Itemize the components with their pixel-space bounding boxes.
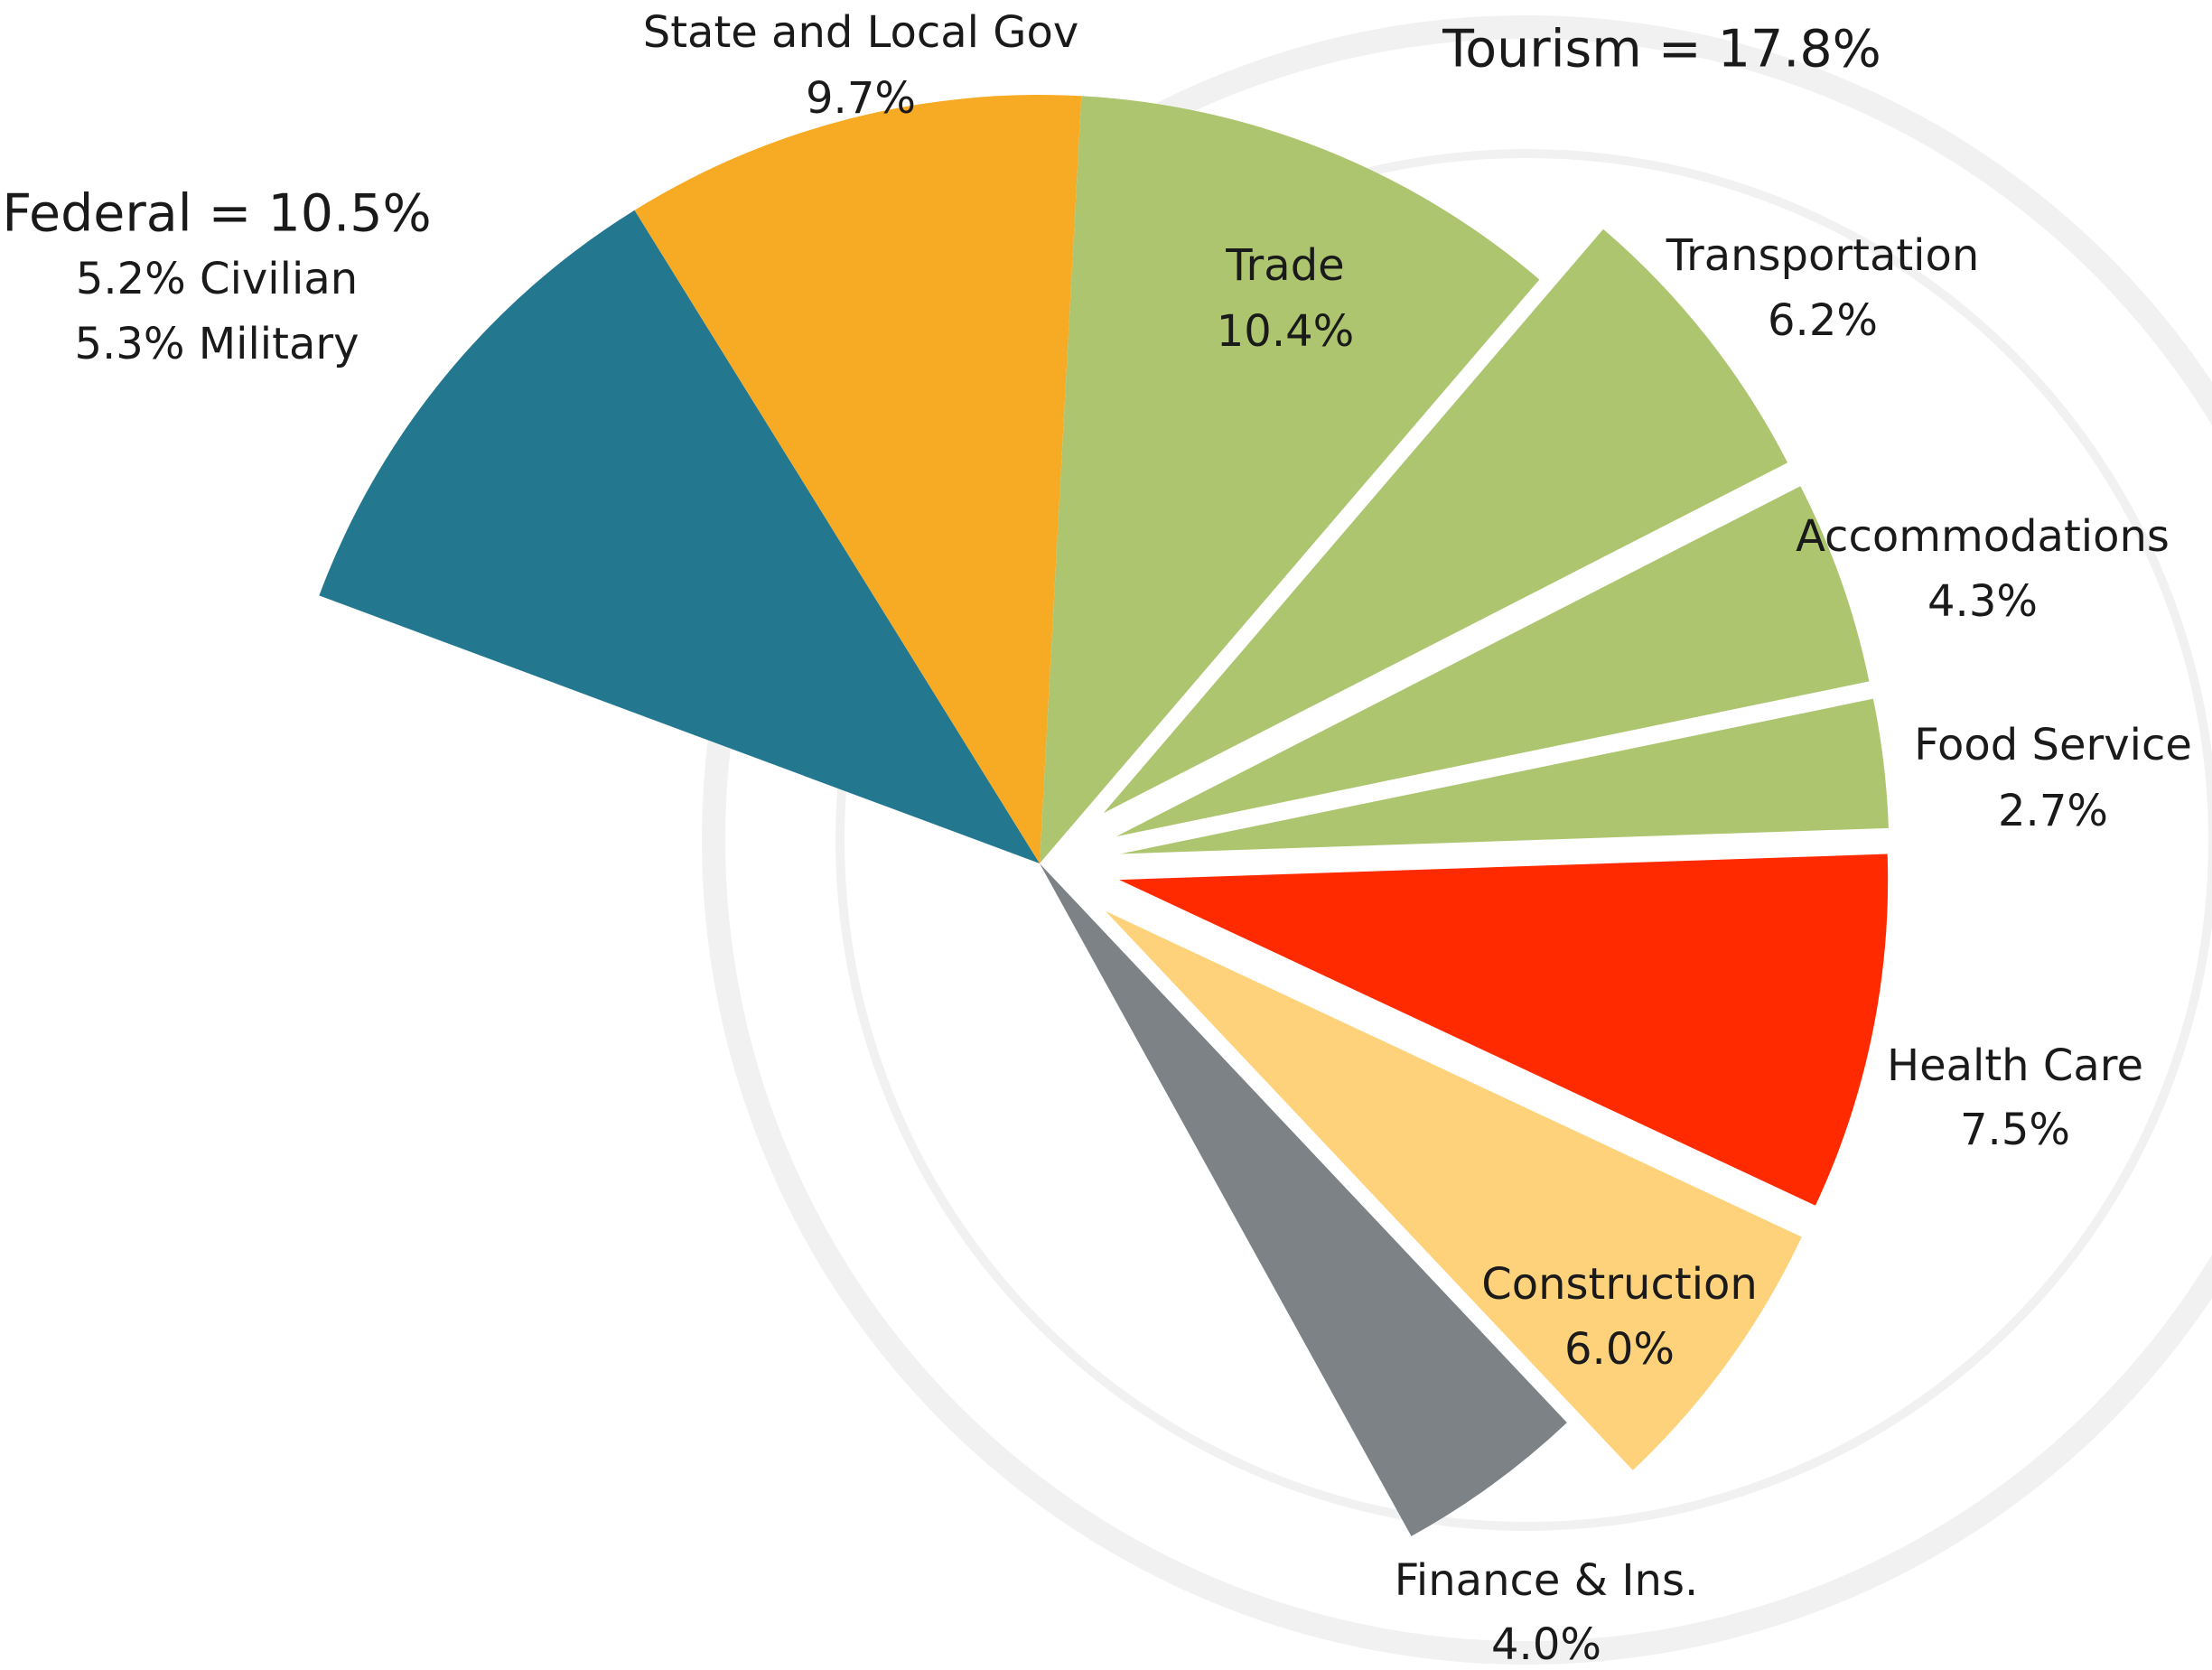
slice bbox=[319, 210, 1040, 863]
value-label: 4.3% bbox=[1927, 576, 2038, 627]
slice bbox=[1040, 863, 1567, 1536]
federal-breakdown: 5.3% Military bbox=[75, 319, 359, 369]
slice bbox=[1119, 854, 1889, 1206]
slice-label: Transportation bbox=[1666, 230, 1980, 281]
federal-breakdown: 5.2% Civilian bbox=[76, 254, 358, 304]
value-label: 10.4% bbox=[1217, 306, 1354, 357]
slice bbox=[1040, 96, 1540, 863]
slice-label: Finance & Ins. bbox=[1395, 1555, 1698, 1606]
value-label: 2.7% bbox=[1998, 786, 2108, 836]
slice-label: Health Care bbox=[1887, 1040, 2143, 1091]
slice-label: Food Service bbox=[1914, 720, 2192, 770]
value-label: 4.0% bbox=[1491, 1619, 1601, 1670]
slice bbox=[1120, 698, 1889, 854]
group-label: Tourism = 17.8% bbox=[1442, 20, 1881, 79]
slice-label: Trade bbox=[1225, 240, 1344, 291]
slice-label: Accommodations bbox=[1796, 511, 2170, 562]
slice-label: Construction bbox=[1481, 1259, 1758, 1310]
watermark bbox=[702, 15, 2212, 1665]
slice bbox=[634, 95, 1082, 863]
slice bbox=[1103, 229, 1788, 814]
slice-label: State and Local Gov bbox=[643, 7, 1079, 58]
slice-label: Federal = 10.5% bbox=[2, 184, 431, 244]
value-label: 9.7% bbox=[806, 73, 916, 124]
value-label: 6.2% bbox=[1768, 295, 1878, 346]
slice bbox=[1115, 486, 1870, 837]
value-label: 6.0% bbox=[1564, 1324, 1675, 1375]
slice bbox=[1105, 910, 1802, 1470]
value-label: 7.5% bbox=[1960, 1105, 2070, 1155]
